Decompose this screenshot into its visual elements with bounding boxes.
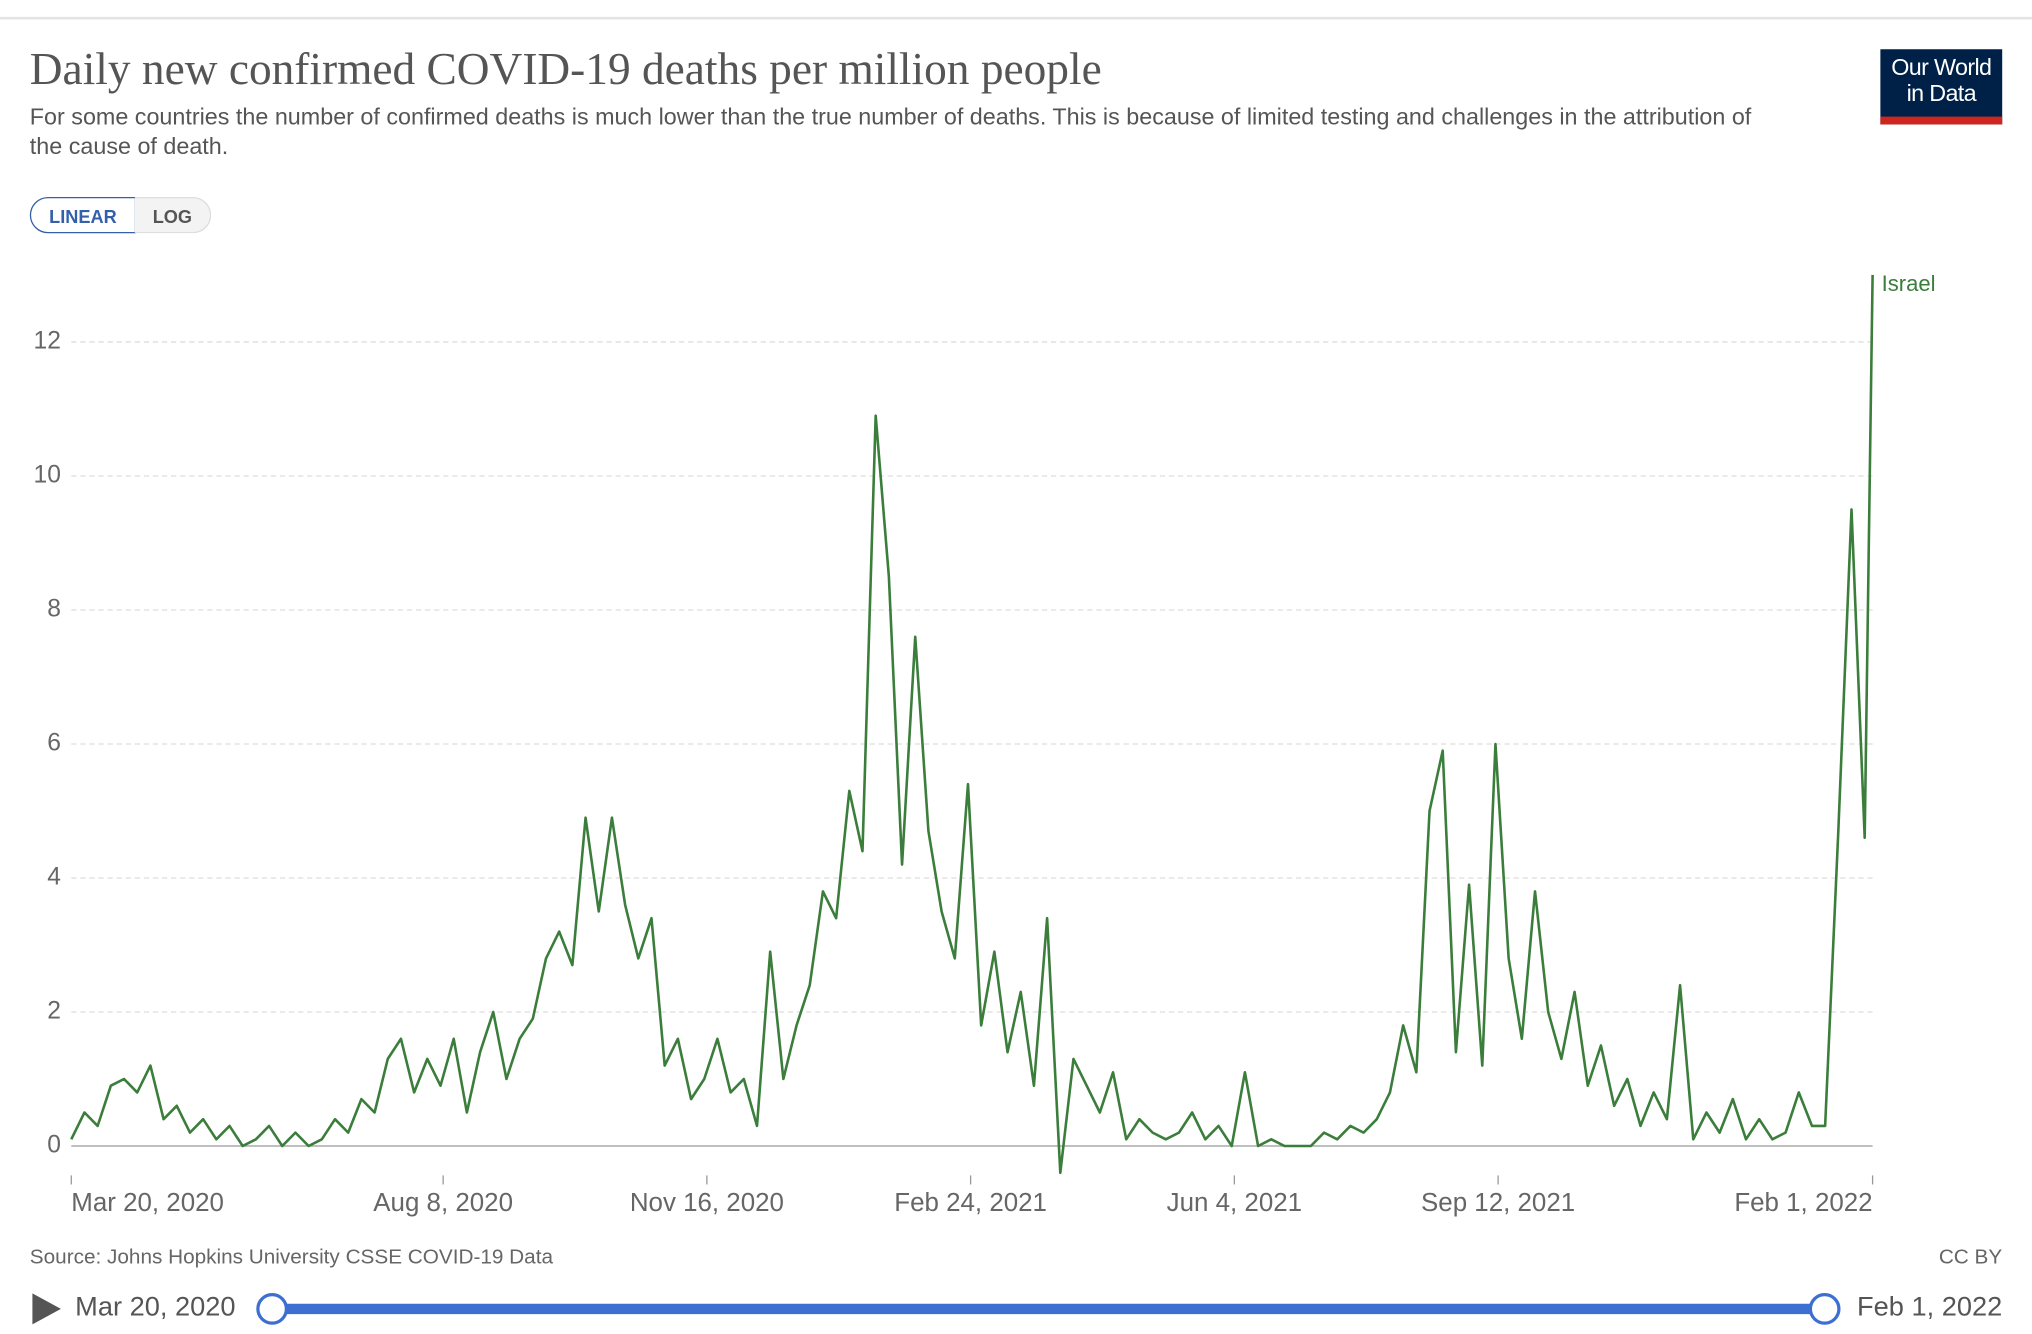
chart-title: Daily new confirmed COVID-19 deaths per … [29, 44, 1102, 95]
logo[interactable]: Our World in Data [1880, 49, 2003, 125]
series-label: Israel [1882, 271, 1936, 296]
y-tick-label: 4 [47, 863, 61, 890]
log-button[interactable]: LOG [134, 196, 212, 234]
play-button[interactable] [32, 1293, 61, 1325]
timeline-start-handle[interactable] [256, 1293, 289, 1325]
y-tick-label: 12 [34, 327, 61, 354]
source-note[interactable]: Source: Johns Hopkins University CSSE CO… [29, 1246, 553, 1269]
timeline-end-label: Feb 1, 2022 [1857, 1292, 2003, 1322]
y-tick-label: 8 [47, 595, 61, 622]
x-tick-label: Jun 4, 2021 [1167, 1189, 1302, 1217]
y-tick-label: 2 [47, 997, 61, 1024]
x-tick-label: Sep 12, 2021 [1421, 1189, 1575, 1217]
x-tick-label: Aug 8, 2020 [373, 1189, 513, 1217]
license[interactable]: CC BY [1938, 1246, 2003, 1269]
linear-button[interactable]: LINEAR [29, 196, 137, 234]
series-line [70, 274, 1874, 1175]
y-tick-label: 0 [47, 1132, 61, 1159]
y-tick-label: 10 [34, 461, 61, 488]
x-tick-label: Feb 1, 2022 [1734, 1189, 1872, 1217]
x-tick-label: Nov 16, 2020 [630, 1189, 784, 1217]
x-tick-label: Feb 24, 2021 [894, 1189, 1047, 1217]
x-tick-label: Mar 20, 2020 [71, 1189, 224, 1217]
timeline-start-label: Mar 20, 2020 [75, 1292, 236, 1322]
chart-subtitle: For some countries the number of confirm… [29, 103, 1752, 160]
timeline-end-handle[interactable] [1808, 1293, 1841, 1325]
y-tick-label: 6 [47, 729, 61, 756]
